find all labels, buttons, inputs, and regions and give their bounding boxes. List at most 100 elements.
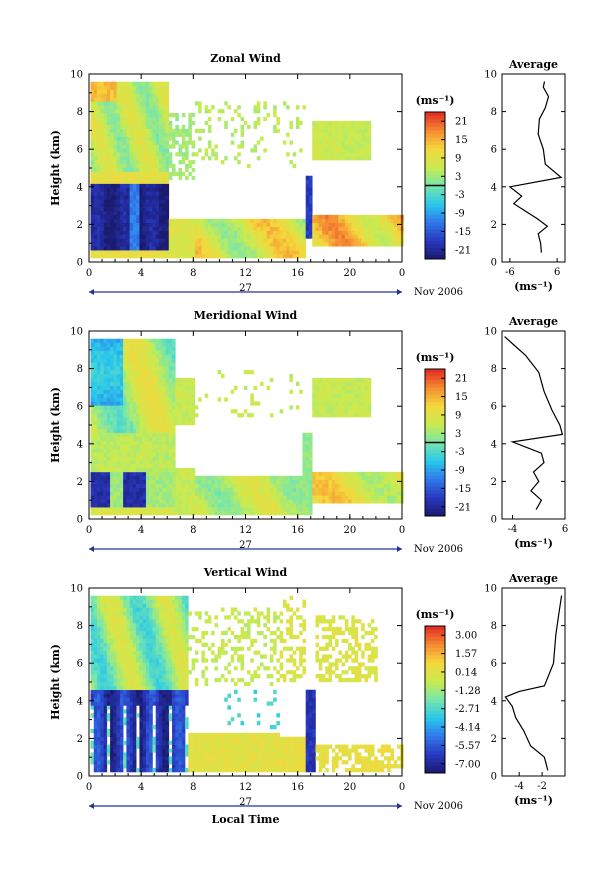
heatmap-cell bbox=[341, 148, 346, 153]
heatmap-cell bbox=[243, 230, 248, 235]
heatmap-cell bbox=[100, 120, 104, 126]
heatmap-cell bbox=[331, 132, 336, 137]
heatmap-cell bbox=[175, 389, 179, 394]
heatmap-cell bbox=[97, 354, 101, 359]
heatmap-cell bbox=[113, 366, 117, 371]
heatmap-cell bbox=[344, 405, 349, 410]
heatmap-cell bbox=[93, 136, 98, 141]
heatmap-cell bbox=[299, 120, 303, 126]
heatmap-cell bbox=[129, 163, 134, 169]
heatmap-cell bbox=[116, 413, 121, 418]
heatmap-cell bbox=[328, 401, 333, 406]
heatmap-cell bbox=[123, 171, 127, 177]
heatmap-cell bbox=[149, 124, 153, 130]
heatmap-cell bbox=[152, 377, 157, 383]
heatmap-cell bbox=[282, 487, 287, 492]
heatmap-cell bbox=[266, 487, 271, 492]
heatmap-cell bbox=[351, 495, 355, 500]
heatmap-cell bbox=[191, 242, 196, 247]
heatmap-cell bbox=[129, 199, 134, 204]
heatmap-cell bbox=[123, 342, 127, 347]
heatmap-cell bbox=[149, 218, 153, 224]
heatmap-cell bbox=[155, 242, 160, 247]
heatmap-cell bbox=[162, 460, 166, 465]
heatmap-cell bbox=[145, 124, 150, 130]
heatmap-cell bbox=[380, 479, 385, 484]
heatmap-cell bbox=[185, 467, 189, 473]
heatmap-cell bbox=[331, 487, 336, 492]
heatmap-cell bbox=[119, 140, 124, 145]
heatmap-cell bbox=[145, 475, 150, 481]
heatmap-cell bbox=[214, 479, 218, 484]
heatmap-cell bbox=[335, 132, 339, 137]
heatmap-cell bbox=[377, 214, 382, 220]
heatmap-cell bbox=[158, 203, 163, 208]
heatmap-cell bbox=[126, 475, 130, 481]
heatmap-cell bbox=[348, 471, 352, 477]
heatmap-cell bbox=[158, 467, 163, 473]
heatmap-cell bbox=[361, 136, 365, 141]
heatmap-cell bbox=[93, 424, 98, 430]
heatmap-cell bbox=[123, 511, 127, 516]
heatmap-cell bbox=[335, 152, 339, 157]
heatmap-cell bbox=[110, 370, 114, 375]
heatmap-cell bbox=[357, 405, 362, 410]
heatmap-cell bbox=[136, 397, 140, 402]
heatmap-cell bbox=[325, 475, 329, 481]
heatmap-cell bbox=[214, 156, 218, 161]
heatmap-cell bbox=[201, 128, 205, 133]
heatmap-cell bbox=[145, 420, 150, 426]
x-tick-label: 0 bbox=[86, 525, 92, 536]
heatmap-cell bbox=[198, 479, 202, 484]
heatmap-cell bbox=[132, 424, 137, 430]
colorbar-segment bbox=[425, 126, 445, 131]
heatmap-cell bbox=[106, 728, 111, 734]
heatmap-cell bbox=[165, 397, 170, 402]
heatmap-cell bbox=[142, 346, 147, 351]
heatmap-cell bbox=[247, 222, 251, 227]
heatmap-cell bbox=[335, 222, 339, 227]
heatmap-cell bbox=[155, 89, 160, 94]
heatmap-cell bbox=[93, 460, 98, 465]
heatmap-cell bbox=[165, 156, 170, 161]
heatmap-cell bbox=[93, 479, 98, 484]
heatmap-cell bbox=[181, 160, 186, 165]
heatmap-cell bbox=[90, 187, 95, 192]
heatmap-cell bbox=[181, 487, 186, 492]
colorbar-segment bbox=[425, 112, 445, 117]
heatmap-cell bbox=[253, 254, 258, 259]
heatmap-cell bbox=[116, 764, 121, 769]
heatmap-cell bbox=[110, 226, 114, 231]
heatmap-cell bbox=[152, 156, 157, 161]
heatmap-cell bbox=[129, 436, 134, 441]
heatmap-cell bbox=[116, 701, 121, 706]
heatmap-cell bbox=[126, 487, 130, 492]
heatmap-cell bbox=[188, 120, 192, 126]
heatmap-cell bbox=[172, 113, 176, 118]
heatmap-cell bbox=[123, 436, 127, 441]
heatmap-cell bbox=[338, 120, 342, 126]
heatmap-cell bbox=[289, 495, 293, 500]
heatmap-cell bbox=[149, 436, 153, 441]
heatmap-cell bbox=[106, 246, 111, 251]
heatmap-cell bbox=[113, 674, 117, 679]
heatmap-cell bbox=[126, 389, 130, 394]
heatmap-cell bbox=[132, 183, 137, 188]
heatmap-cell bbox=[152, 456, 157, 461]
heatmap-cell bbox=[93, 381, 98, 387]
colorbar-segment bbox=[425, 145, 445, 150]
heatmap-cell bbox=[214, 475, 218, 481]
heatmap-cell bbox=[168, 160, 173, 165]
heatmap-cell bbox=[354, 475, 359, 481]
heatmap-cell bbox=[106, 140, 111, 145]
heatmap-cell bbox=[152, 424, 157, 430]
heatmap-cell bbox=[344, 124, 349, 130]
heatmap-cell bbox=[374, 230, 378, 235]
heatmap-cell bbox=[155, 471, 160, 477]
heatmap-cell bbox=[103, 444, 108, 449]
heatmap-cell bbox=[110, 464, 114, 469]
heatmap-cell bbox=[93, 152, 98, 157]
heatmap-cell bbox=[97, 634, 101, 640]
heatmap-cell bbox=[129, 460, 134, 465]
heatmap-cell bbox=[116, 218, 121, 224]
